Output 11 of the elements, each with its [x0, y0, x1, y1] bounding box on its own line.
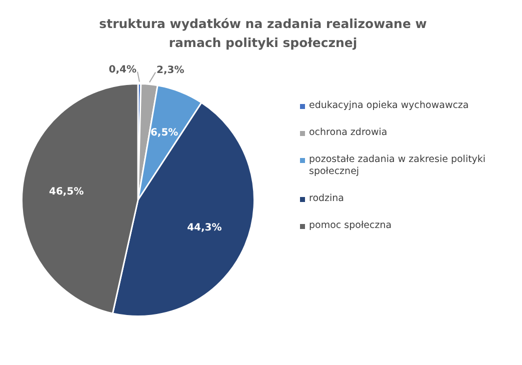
data-label: 0,4% [108, 64, 136, 76]
data-label: 6,5% [150, 127, 178, 138]
legend-label: pomoc społeczna [309, 220, 392, 232]
chart-title: struktura wydatków na zadania realizowane w ramach polityki społecznej [98, 15, 428, 52]
data-label: 46,5% [49, 186, 84, 198]
data-label: 44,3% [187, 222, 222, 234]
legend-label: ochrona zdrowia [309, 127, 388, 139]
data-label: 2,3% [156, 64, 184, 76]
legend-label: edukacyjna opieka wychowawcza [309, 100, 469, 112]
legend-label: rodzina [309, 193, 344, 205]
legend-label: pozostałe zadania w zakresie polityki społecznej [309, 154, 487, 178]
